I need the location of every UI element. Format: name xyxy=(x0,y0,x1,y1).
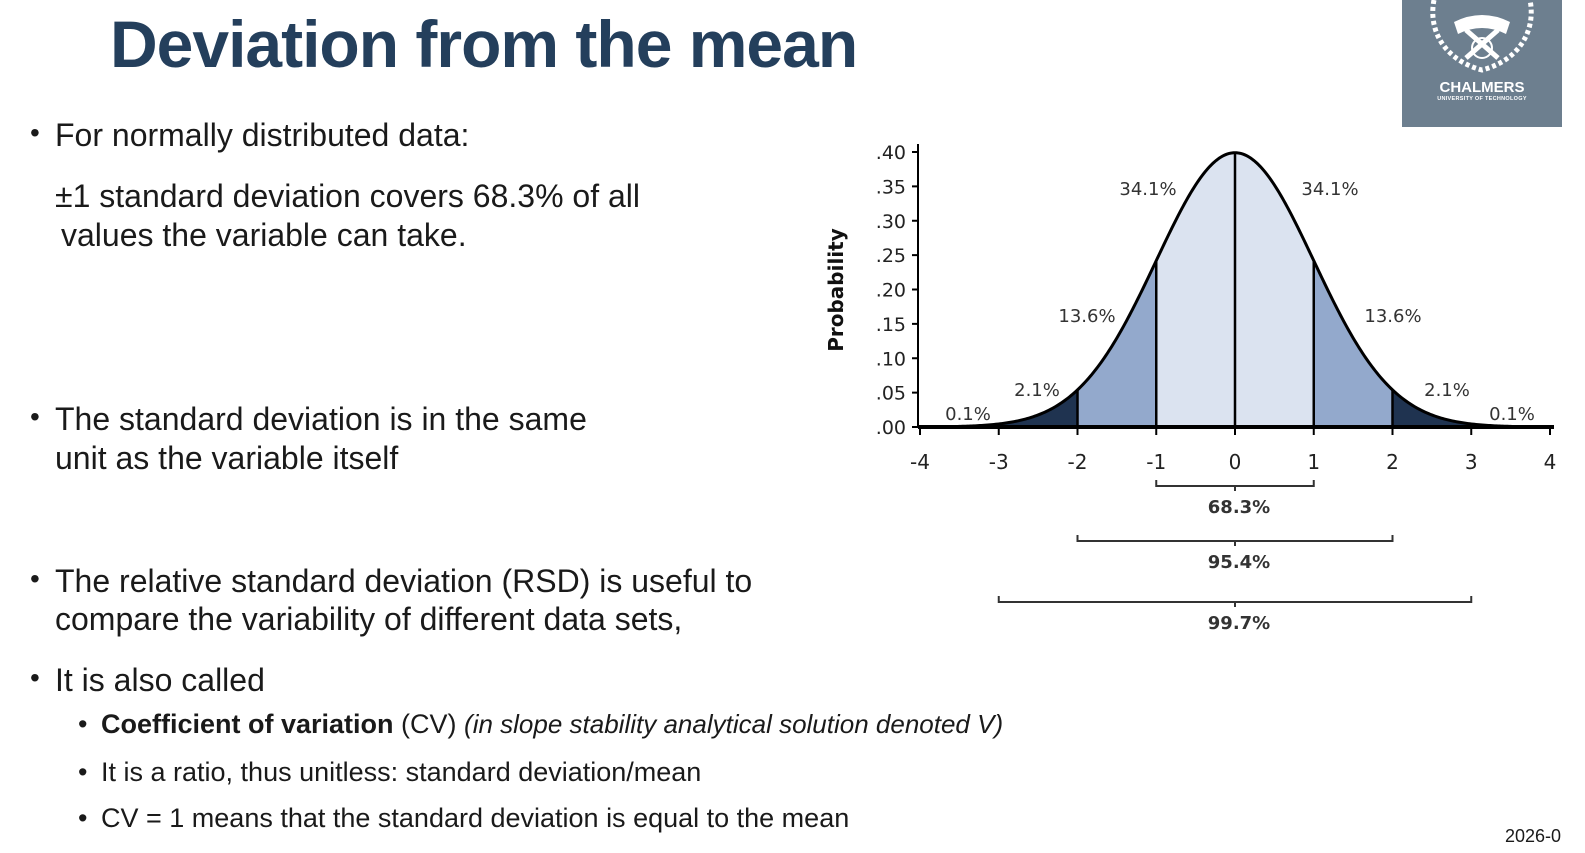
y-tick-label: .15 xyxy=(876,314,906,336)
y-tick-label: .35 xyxy=(876,176,906,198)
region-fill xyxy=(998,389,1078,427)
bullet-detail: ±1 standard deviation covers 68.3% of al… xyxy=(55,178,641,214)
y-tick-label: .10 xyxy=(876,348,906,370)
x-tick-label: -3 xyxy=(989,450,1009,474)
chalmers-logo: CHALMERS UNIVERSITY OF TECHNOLOGY xyxy=(1402,0,1562,127)
x-tick-label: 2 xyxy=(1386,450,1399,474)
bullet-icon: • xyxy=(30,117,40,148)
region-percent-label: 13.6% xyxy=(1364,306,1421,327)
x-tick-label: 1 xyxy=(1307,450,1320,474)
region-fill xyxy=(1392,389,1472,427)
x-tick-label: 3 xyxy=(1465,450,1478,474)
sub-bullet-icon: • xyxy=(78,709,88,739)
slide-title: Deviation from the mean xyxy=(110,7,858,81)
sub-bullet-text: It is a ratio, thus unitless: standard d… xyxy=(101,757,702,787)
y-tick-label: .40 xyxy=(876,142,906,164)
region-percent-label: 34.1% xyxy=(1119,179,1176,200)
cv-term: Coefficient of variation xyxy=(101,709,394,739)
sub-bullet-text: Coefficient of variation (CV) (in slope … xyxy=(101,709,1003,740)
bullet-text: The standard deviation is in the same xyxy=(55,401,587,437)
bullet-detail: values the variable can take. xyxy=(61,217,467,253)
sub-bullet-icon: • xyxy=(78,803,88,833)
footer-date: 2026-0 xyxy=(1505,826,1562,846)
bullet-icon: • xyxy=(30,662,40,693)
bullet-icon: • xyxy=(30,563,40,594)
bullet-text: The relative standard deviation (RSD) is… xyxy=(55,563,753,599)
coverage-label: 99.7% xyxy=(1208,613,1270,634)
region-percent-label: 34.1% xyxy=(1301,179,1358,200)
region-percent-label: 13.6% xyxy=(1058,306,1115,327)
coverage-bracket xyxy=(997,596,1473,607)
coverage-label: 68.3% xyxy=(1208,497,1270,518)
coverage-bracket xyxy=(1155,480,1315,491)
x-tick-label: -4 xyxy=(910,450,930,474)
region-percent-label: 0.1% xyxy=(945,404,991,425)
x-tick-label: -1 xyxy=(1146,450,1166,474)
x-tick-label: 4 xyxy=(1544,450,1557,474)
coverage-bracket xyxy=(1076,535,1394,546)
region-percent-label: 0.1% xyxy=(1489,404,1535,425)
y-tick-label: .05 xyxy=(876,383,906,405)
cv-abbrev: (CV) xyxy=(393,709,465,739)
sub-bullet-text: CV = 1 means that the standard deviation… xyxy=(101,803,850,833)
bullet-text: compare the variability of different dat… xyxy=(55,601,683,637)
bullet-text: For normally distributed data: xyxy=(55,117,470,153)
y-tick-label: .20 xyxy=(876,280,906,302)
region-percent-label: 2.1% xyxy=(1014,380,1060,401)
region-percent-label: 2.1% xyxy=(1424,380,1470,401)
chalmers-crest-icon xyxy=(1430,0,1534,73)
sub-bullet-icon: • xyxy=(78,757,88,787)
coverage-label: 95.4% xyxy=(1208,552,1270,573)
y-tick-label: .30 xyxy=(876,211,906,233)
y-tick-label: .00 xyxy=(876,417,906,439)
bullet-text: unit as the variable itself xyxy=(55,440,399,476)
logo-subtitle: UNIVERSITY OF TECHNOLOGY xyxy=(1437,96,1527,102)
x-tick-label: 0 xyxy=(1229,450,1242,474)
bullet-text: It is also called xyxy=(55,662,265,698)
normal-curve xyxy=(919,151,1551,429)
y-axis-label: Probability xyxy=(824,228,848,352)
x-tick-label: -2 xyxy=(1068,450,1088,474)
y-tick-label: .25 xyxy=(876,245,906,267)
logo-name: CHALMERS xyxy=(1439,79,1525,96)
cv-note: (in slope stability analytical solution … xyxy=(464,709,1004,739)
bullet-icon: • xyxy=(30,401,40,432)
